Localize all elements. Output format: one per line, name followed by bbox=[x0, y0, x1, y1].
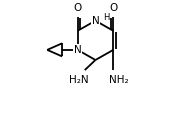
Text: NH₂: NH₂ bbox=[109, 75, 129, 85]
Text: H: H bbox=[103, 13, 110, 22]
Text: O: O bbox=[109, 3, 117, 13]
Text: N: N bbox=[92, 16, 99, 26]
Text: N: N bbox=[74, 45, 81, 55]
Text: O: O bbox=[73, 3, 82, 13]
Text: H₂N: H₂N bbox=[69, 75, 89, 85]
